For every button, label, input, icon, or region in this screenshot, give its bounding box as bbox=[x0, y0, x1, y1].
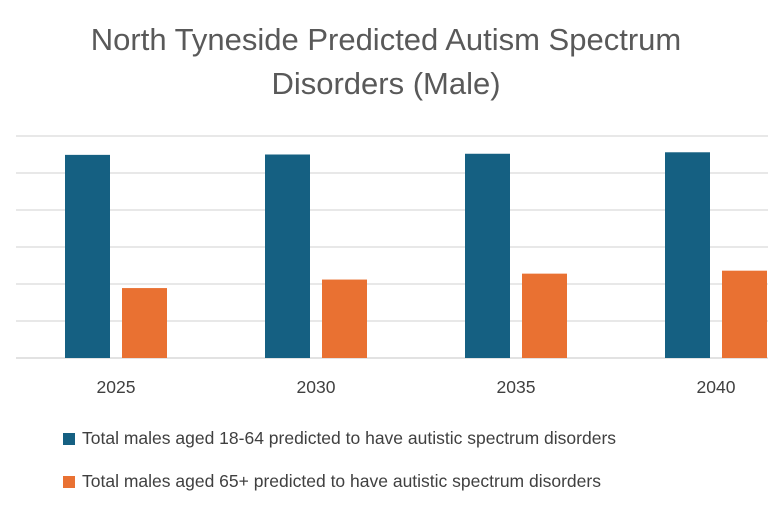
legend-swatch bbox=[63, 432, 75, 445]
x-tick-label: 2030 bbox=[297, 377, 336, 397]
legend-item-65-plus: Total males aged 65+ predicted to have a… bbox=[63, 471, 601, 492]
x-tick-label: 2025 bbox=[97, 377, 136, 397]
bar-65-plus-2040 bbox=[722, 270, 767, 358]
bar-18-64-2040 bbox=[665, 152, 710, 358]
bar-18-64-2035 bbox=[465, 153, 510, 358]
legend-swatch bbox=[63, 475, 75, 488]
bar-65-plus-2030 bbox=[322, 279, 367, 358]
bar-18-64-2030 bbox=[265, 154, 310, 358]
bar-65-plus-2025 bbox=[122, 288, 167, 358]
x-tick-label: 2035 bbox=[497, 377, 536, 397]
bar-65-plus-2035 bbox=[522, 273, 567, 358]
bar-18-64-2025 bbox=[65, 154, 110, 358]
legend-item-18-64: Total males aged 18-64 predicted to have… bbox=[63, 428, 616, 449]
chart-title: North Tyneside Predicted Autism Spectrum… bbox=[90, 22, 682, 101]
x-tick-label: 2040 bbox=[697, 377, 736, 397]
